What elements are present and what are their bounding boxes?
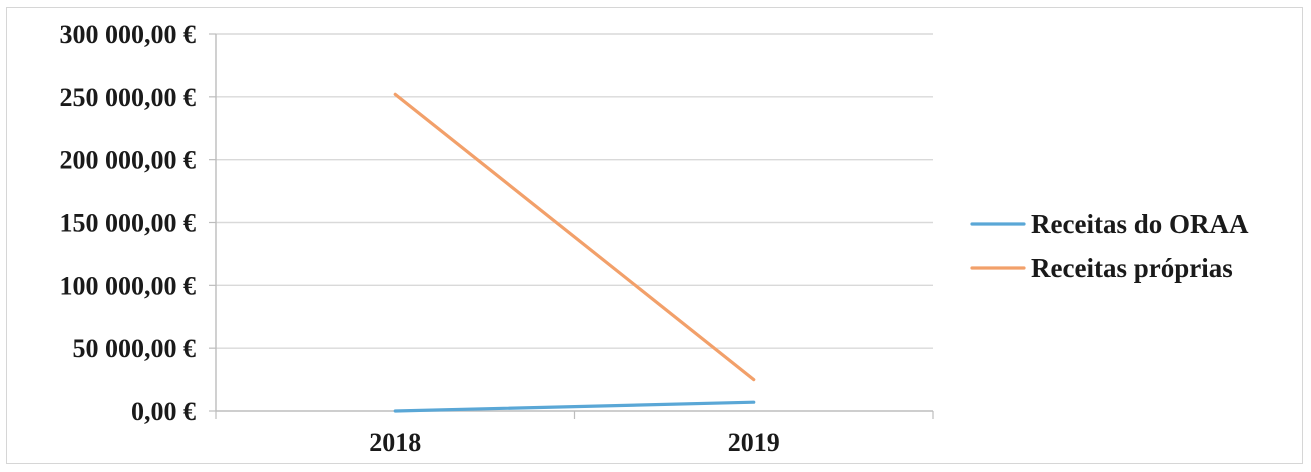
legend-label: Receitas próprias: [1031, 253, 1233, 283]
y-tick-label: 150 000,00 €: [60, 209, 197, 238]
y-tick-label: 250 000,00 €: [60, 83, 197, 112]
y-tick-label: 50 000,00 €: [73, 334, 197, 363]
series-lines: [393, 92, 756, 413]
x-tick-label: 2018: [369, 428, 421, 457]
y-tick-label: 100 000,00 €: [60, 271, 197, 300]
y-tick-label: 0,00 €: [131, 397, 196, 426]
y-axis-tick-labels: 0,00 € 50 000,00 € 100 000,00 € 150 000,00 …: [60, 20, 197, 426]
series-line: [393, 92, 756, 382]
y-tick-label: 300 000,00 €: [60, 20, 197, 49]
x-tick-label: 2019: [728, 428, 780, 457]
chart-frame: [6, 7, 1303, 464]
legend-label: Receitas do ORAA: [1031, 209, 1249, 239]
legend: Receitas do ORAA Receitas próprias: [970, 209, 1249, 283]
y-tick-label: 200 000,00 €: [60, 146, 197, 175]
gridlines: [216, 33, 933, 349]
series-line: [393, 400, 756, 413]
x-axis-tick-labels: 2018 2019: [369, 428, 780, 457]
axes: [209, 33, 934, 419]
